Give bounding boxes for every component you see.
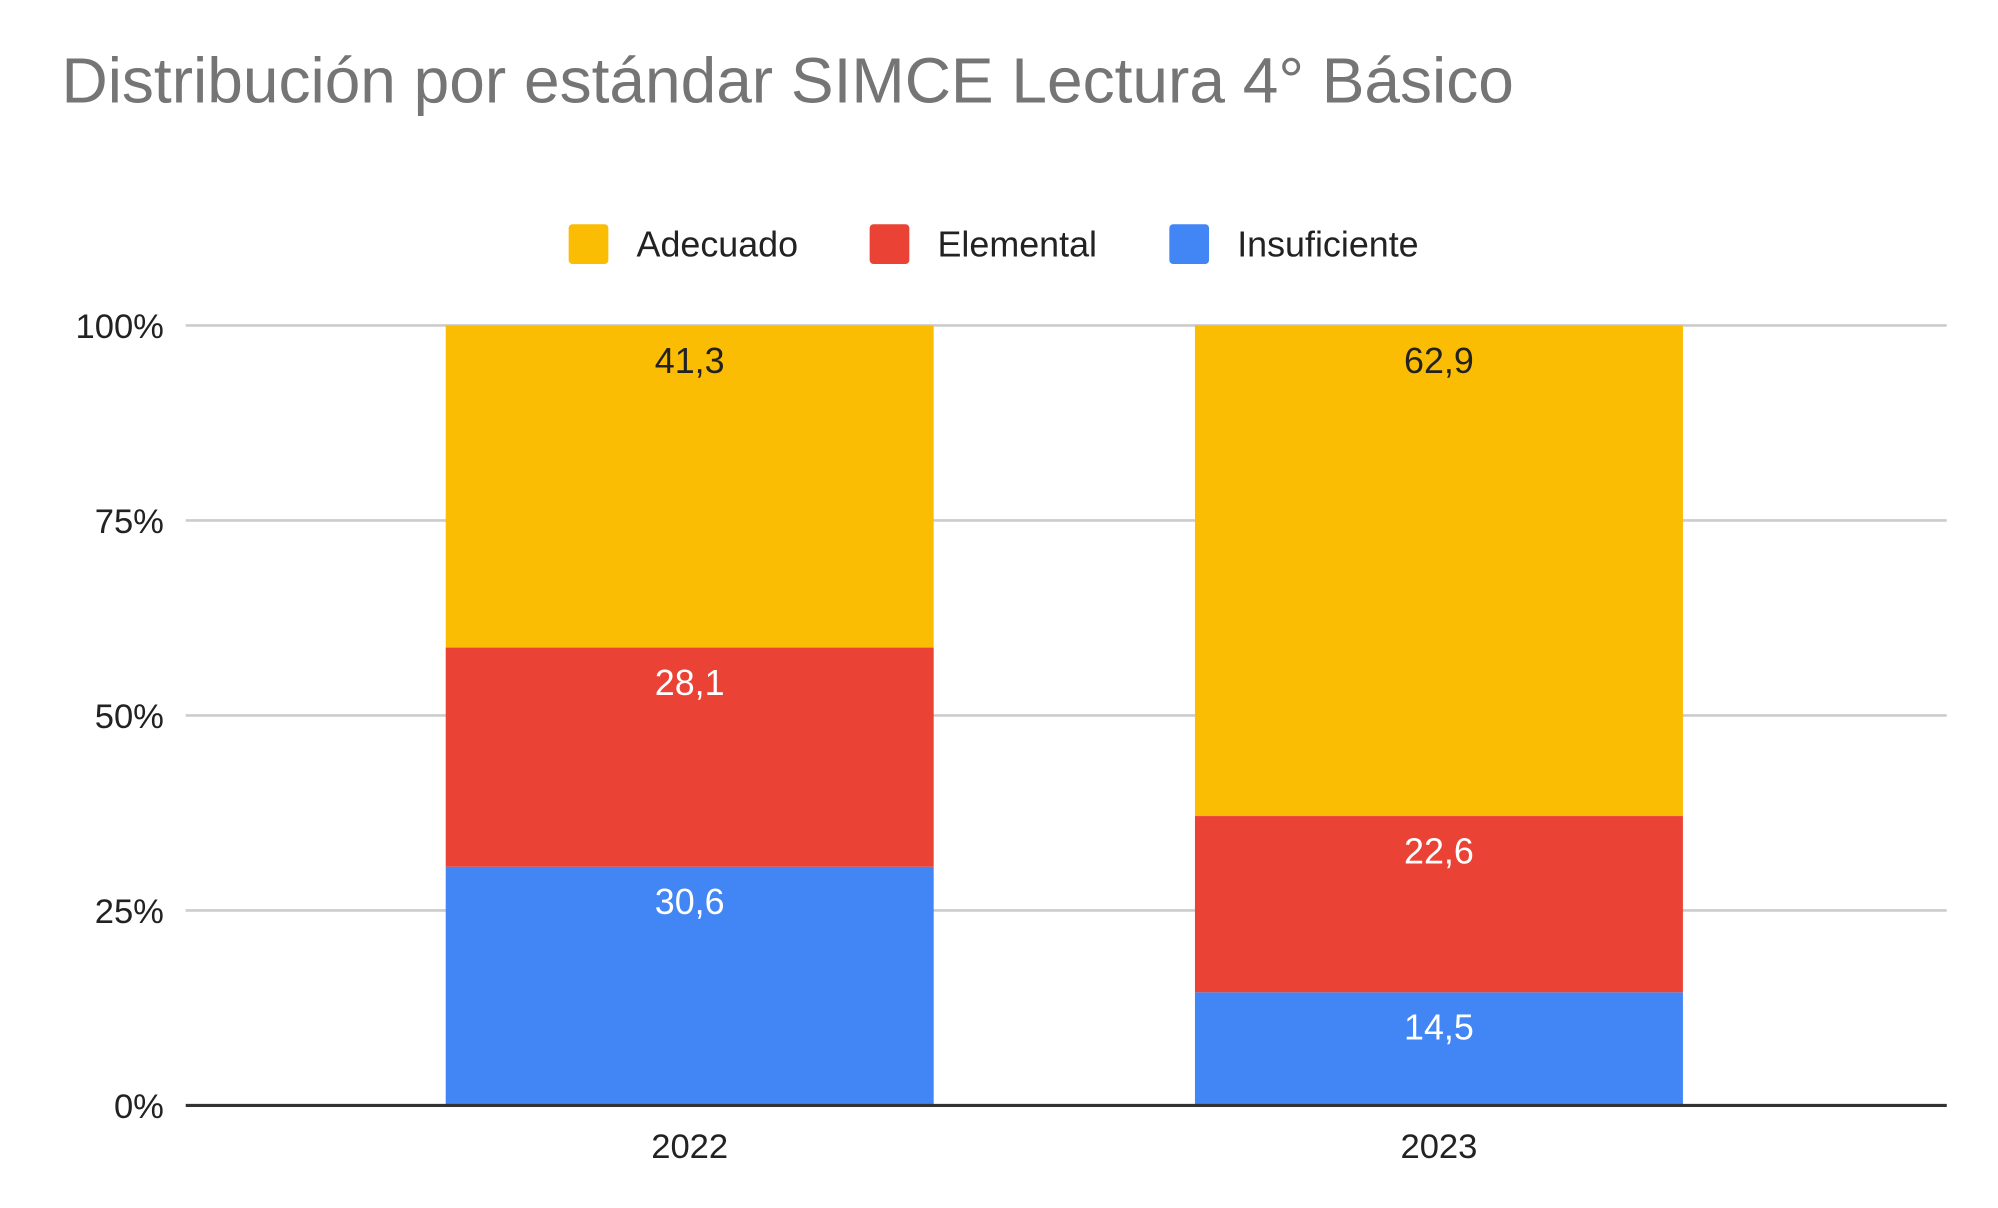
y-tick-label: 50% <box>95 698 164 736</box>
bar-segment-adecuado-2023 <box>1194 325 1683 817</box>
bar-segment-insuficiente-2023 <box>1194 992 1683 1106</box>
bars: 30,6 28,1 41,3 14,5 22,6 62,9 <box>445 325 1683 1106</box>
data-label: 62,9 <box>1404 341 1474 381</box>
y-tick-label: 75% <box>95 503 164 541</box>
data-label: 22,6 <box>1404 831 1474 871</box>
legend-swatch <box>1169 224 1210 264</box>
y-tick-label: 100% <box>75 308 163 346</box>
bar-segment-adecuado-2022 <box>445 325 934 648</box>
y-tick-label: 25% <box>95 893 164 931</box>
x-axis: 2022 2023 <box>185 1103 1947 1166</box>
data-label: 41,3 <box>655 341 725 381</box>
data-label: 28,1 <box>655 663 725 703</box>
legend-label: Adecuado <box>637 224 799 264</box>
bar-segment-elemental-2023 <box>1194 816 1683 993</box>
legend: Adecuado Elemental Insuficiente <box>568 224 1419 264</box>
legend-swatch <box>568 224 609 264</box>
y-tick-label: 0% <box>114 1088 164 1126</box>
x-tick-label: 2023 <box>1400 1128 1477 1166</box>
legend-label: Insuficiente <box>1237 224 1418 264</box>
data-label: 14,5 <box>1404 1008 1474 1048</box>
bar-segment-elemental-2022 <box>445 647 934 867</box>
data-label: 30,6 <box>655 882 725 922</box>
legend-swatch <box>869 224 910 264</box>
legend-label: Elemental <box>938 224 1097 264</box>
bar-segment-insuficiente-2022 <box>445 866 934 1106</box>
x-tick-label: 2022 <box>651 1128 728 1166</box>
chart-title: Distribución por estándar SIMCE Lectura … <box>61 45 1513 117</box>
